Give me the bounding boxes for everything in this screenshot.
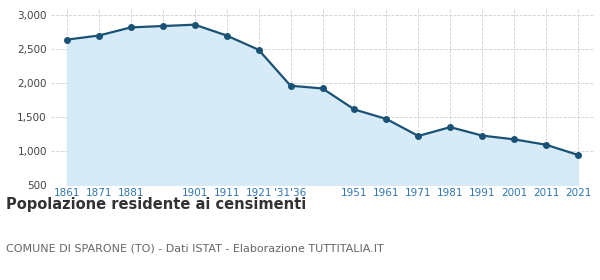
Text: COMUNE DI SPARONE (TO) - Dati ISTAT - Elaborazione TUTTITALIA.IT: COMUNE DI SPARONE (TO) - Dati ISTAT - El… (6, 244, 384, 254)
Text: Popolazione residente ai censimenti: Popolazione residente ai censimenti (6, 197, 306, 213)
